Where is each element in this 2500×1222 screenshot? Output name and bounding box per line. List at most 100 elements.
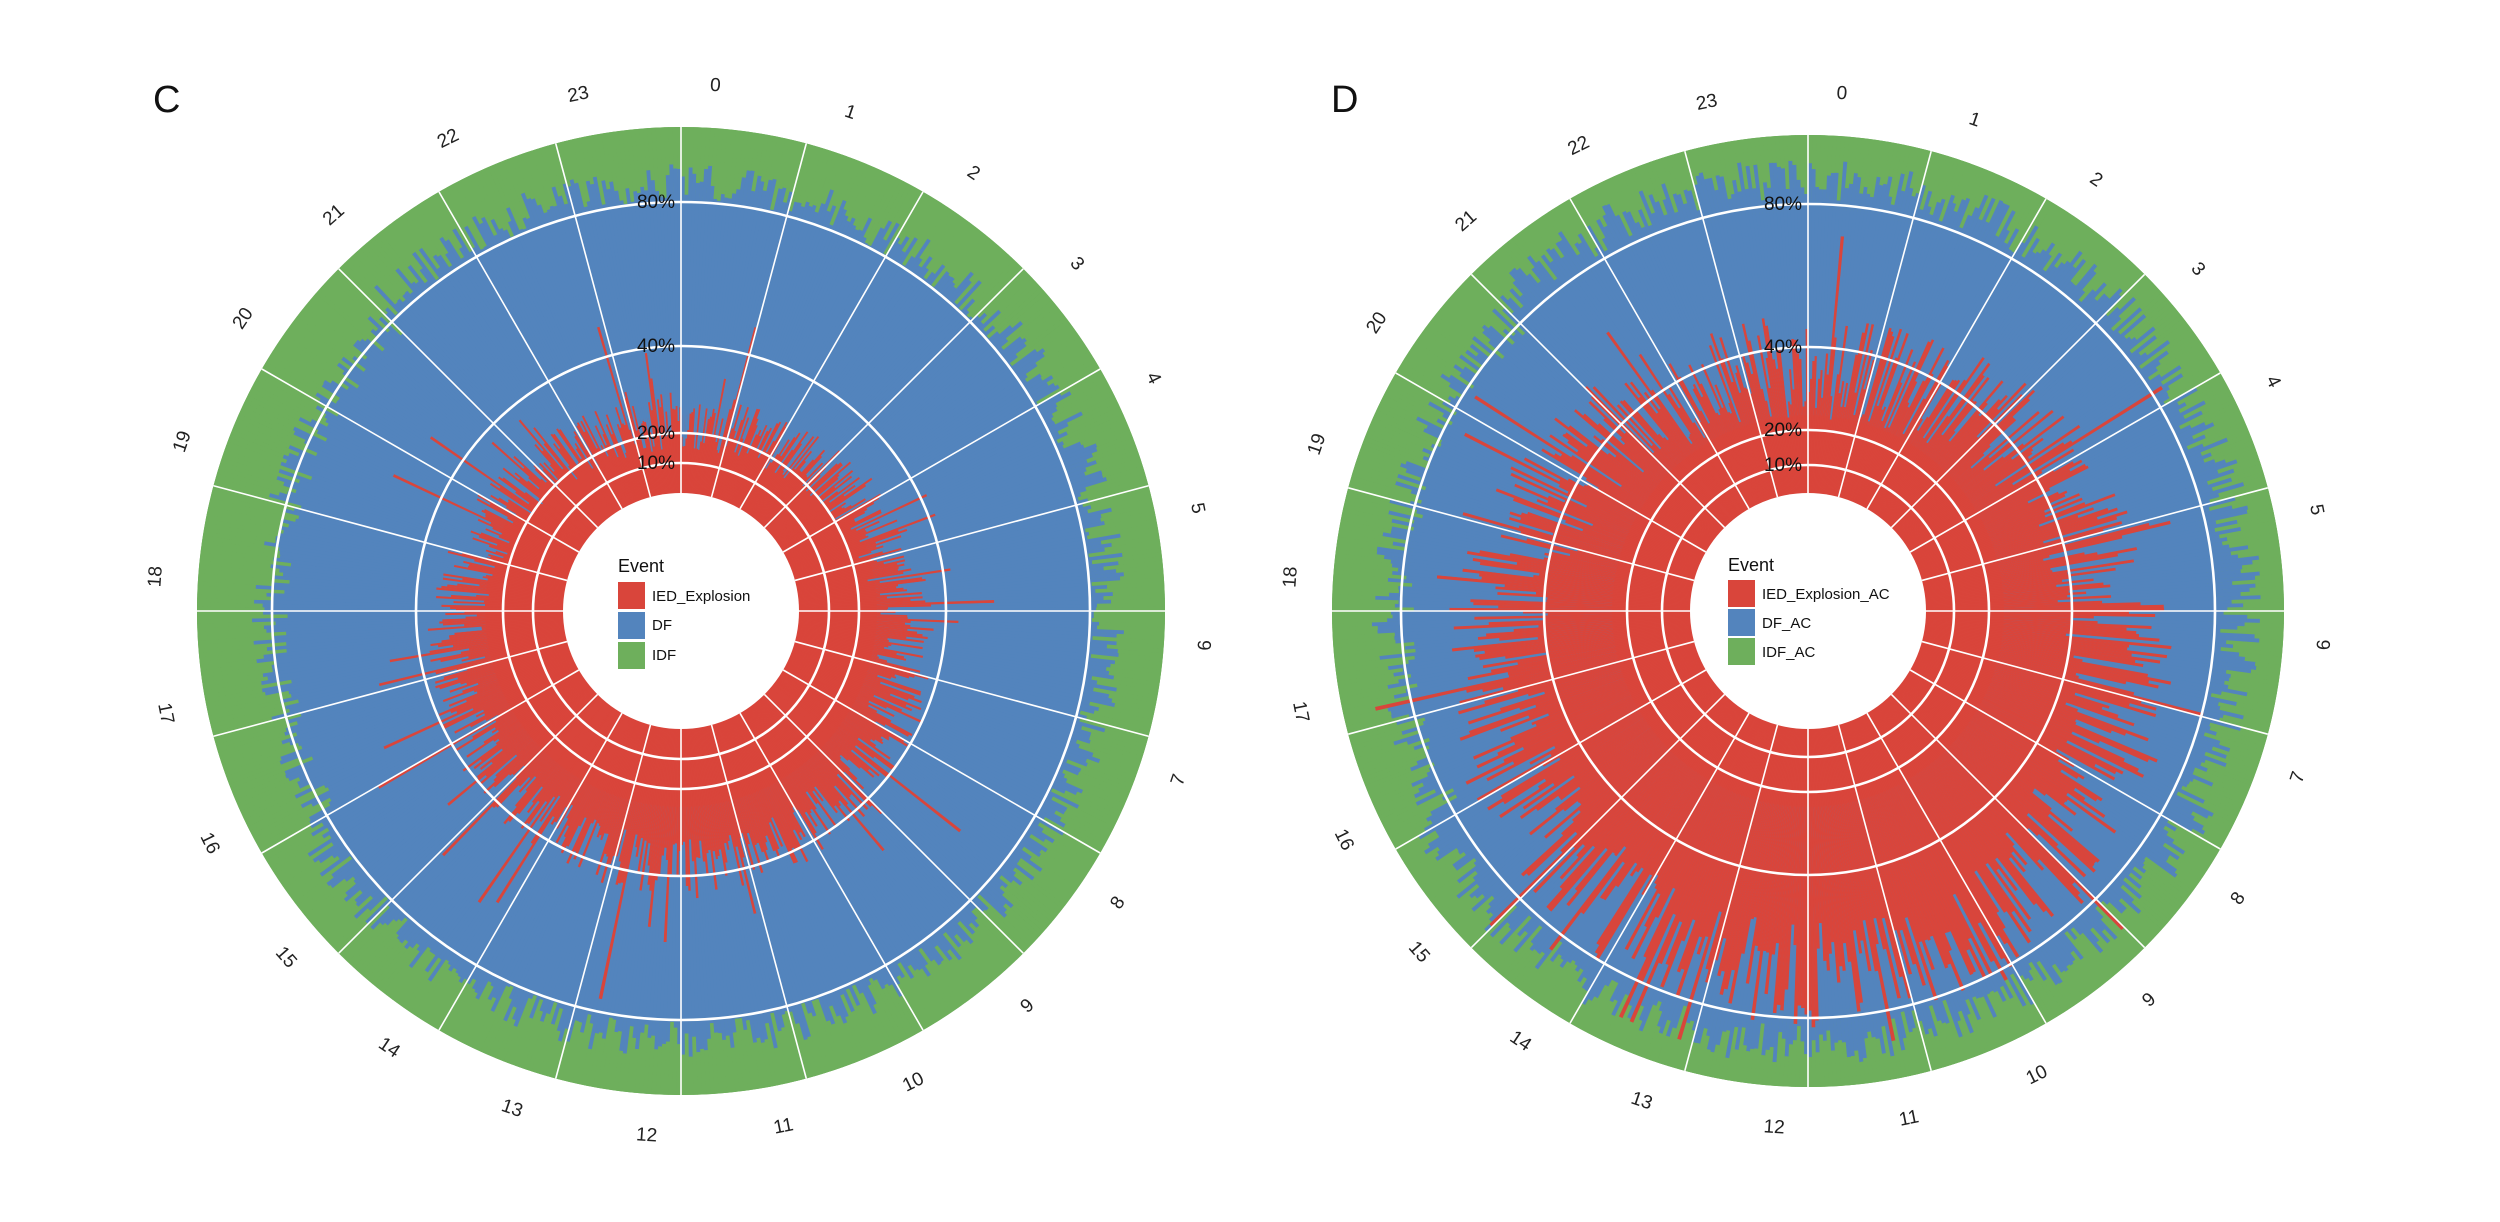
bar-ied [741, 462, 772, 511]
bar-ied [701, 727, 728, 863]
bar-idf [472, 1010, 495, 1050]
bar-df [553, 874, 598, 1004]
radial-bar [406, 708, 616, 1013]
bar-idf [1005, 299, 1055, 342]
radial-bar [787, 402, 1120, 562]
bar-ied [598, 721, 640, 827]
bar-df [850, 422, 1069, 530]
radial-bar [767, 689, 1041, 939]
radial-bar [716, 149, 831, 499]
bar-idf [576, 1023, 594, 1085]
radial-bar [770, 687, 1050, 929]
bar-ied [657, 728, 672, 875]
bar-ied [798, 589, 908, 601]
bar-idf [491, 1006, 517, 1059]
bar-idf [1024, 313, 1066, 347]
bar-idf [1086, 763, 1135, 785]
bar-df [903, 533, 1121, 574]
bar-ied [760, 697, 852, 796]
bar-idf [963, 939, 999, 980]
bar-idf [476, 985, 510, 1052]
bar-idf [856, 1004, 882, 1054]
radial-bar [417, 709, 618, 1020]
radial-bar [781, 354, 1094, 550]
bar-ied [747, 707, 808, 793]
bar-ied [765, 490, 807, 530]
bar-idf [499, 1025, 518, 1062]
bar-df [824, 315, 980, 469]
bar-ied [759, 449, 826, 524]
bar-ied [797, 631, 885, 649]
radial-bar [723, 720, 859, 1063]
bar-ied [750, 470, 785, 517]
bar-idf [803, 1039, 819, 1077]
hour-label: 19 [169, 428, 196, 455]
bar-idf [651, 1049, 659, 1095]
bar-idf [613, 1050, 624, 1091]
bar-df [800, 839, 877, 982]
bar-idf [1055, 380, 1109, 411]
bar-idf [814, 152, 839, 213]
bar-idf [863, 175, 898, 239]
bar-df [914, 696, 1088, 763]
bar-idf [974, 918, 1018, 963]
radial-bar [449, 714, 626, 1039]
bar-df [925, 552, 1123, 582]
radial-bar [392, 705, 612, 1003]
radial-bar [795, 489, 1151, 583]
bar-idf [710, 128, 720, 187]
radial-bar [495, 720, 637, 1060]
bar-idf [713, 1032, 724, 1094]
radial-bar [559, 725, 653, 1081]
radial-bar [789, 656, 1129, 801]
bar-df [723, 842, 765, 1044]
bar-df [882, 742, 1048, 853]
radial-bar [413, 709, 617, 1017]
bar-ied [595, 723, 646, 876]
bar-idf [386, 965, 412, 998]
bar-idf [1100, 506, 1155, 522]
bar-df [916, 631, 1119, 654]
bar-df [741, 205, 813, 421]
bar-df [812, 279, 972, 461]
bar-ied [732, 716, 800, 851]
bar-df [742, 857, 786, 1015]
bar-idf [859, 992, 890, 1050]
bar-df [472, 804, 574, 981]
bar-idf [855, 170, 886, 231]
radial-bar [773, 682, 1065, 910]
bar-idf [999, 875, 1055, 923]
bar-df [792, 811, 893, 987]
radial-bar [706, 725, 790, 1084]
bar-idf [1096, 680, 1159, 696]
bar-idf [868, 977, 905, 1043]
radial-bar [746, 209, 956, 514]
radial-bar [681, 728, 690, 1095]
bar-ied [715, 723, 764, 874]
bar-df [849, 331, 1000, 464]
bar-ied [718, 722, 764, 853]
bar-idf [1019, 882, 1060, 916]
bar-df [858, 487, 1087, 559]
radial-bar [683, 127, 694, 494]
bar-ied [733, 457, 760, 506]
bar-idf [704, 127, 711, 170]
bar-ied [798, 619, 934, 631]
bar-idf [1054, 810, 1109, 843]
bar-df [922, 553, 1090, 580]
bar-ied [775, 501, 831, 542]
bar-idf [1037, 822, 1099, 861]
bar-ied [781, 498, 866, 551]
radial-bar [798, 613, 1165, 624]
radial-bar [777, 678, 1078, 893]
bar-ied [777, 495, 845, 544]
bar-ied [635, 727, 661, 858]
bar-idf [1118, 556, 1163, 566]
bar-idf [1123, 568, 1164, 577]
bar-ied [761, 476, 808, 526]
bar-df [632, 890, 652, 1039]
bar-df [910, 589, 1096, 602]
bar-df [903, 509, 1089, 558]
bar-ied [604, 723, 647, 855]
bar-df [897, 560, 1093, 587]
